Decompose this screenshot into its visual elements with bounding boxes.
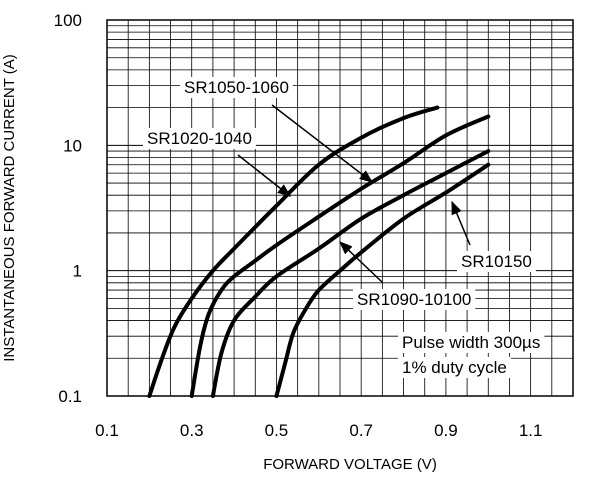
- series-layer: [147, 105, 491, 398]
- y-tick-label: 100: [54, 11, 82, 30]
- annotation-sr1090-10100: SR1090-10100: [357, 290, 471, 309]
- plot-frame: [106, 19, 574, 397]
- y-tick-label: 0.1: [58, 387, 82, 406]
- y-axis-title: INSTANTANEOUS FORWARD CURRENT (A): [1, 54, 18, 362]
- annotation-pulse-width-300-s: Pulse width 300µs: [402, 333, 540, 352]
- x-tick-label: 0.1: [95, 421, 119, 440]
- x-tick-label: 1.1: [519, 421, 543, 440]
- annotation-sr1050-1060: SR1050-1060: [184, 78, 289, 97]
- series-line-sr1090-10100: [210, 149, 491, 398]
- annotation-arrows: [237, 104, 471, 283]
- series-line-sr1050-1060: [189, 114, 491, 398]
- annotation-background: [353, 289, 476, 310]
- x-tick-label: 0.3: [180, 421, 204, 440]
- annotation-sr10150: SR10150: [461, 252, 532, 271]
- annotation-arrow-sr10150: [451, 200, 471, 246]
- annotation-background: [457, 251, 536, 272]
- x-axis-title: FORWARD VOLTAGE (V): [263, 456, 437, 473]
- series-line-sr1020-1040: [147, 105, 440, 398]
- annotation-arrow-sr1020-1040: [237, 154, 292, 197]
- y-tick-label: 10: [63, 136, 82, 155]
- annotation-background: [398, 332, 545, 353]
- y-tick-label: 1: [73, 262, 82, 281]
- annotation-1-duty-cycle: 1% duty cycle: [402, 358, 507, 377]
- x-tick-label: 0.9: [434, 421, 458, 440]
- annotation-background: [398, 357, 511, 378]
- x-tick-label: 0.7: [349, 421, 373, 440]
- series-line-sr10150: [274, 162, 491, 398]
- annotation-arrow-sr1090-10100: [339, 241, 383, 283]
- annotation-background: [180, 77, 293, 98]
- x-tick-label: 0.5: [265, 421, 289, 440]
- annotation-sr1020-1040: SR1020-1040: [147, 129, 252, 148]
- annotation-labels: SR1050-1060 SR1020-1040 SR10150 SR1090-1010…: [143, 77, 545, 378]
- tick-labels: 0.1 0.3 0.5 0.7 0.9 1.1 0.1 1 10 100: [54, 11, 543, 440]
- annotation-background: [143, 128, 256, 149]
- annotation-arrow-sr1050-1060: [271, 104, 374, 183]
